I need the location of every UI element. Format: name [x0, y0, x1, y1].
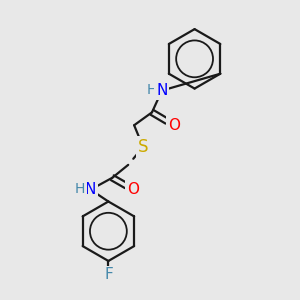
Text: O: O [168, 118, 180, 133]
Text: H: H [147, 82, 157, 97]
Text: O: O [127, 182, 139, 197]
Text: N: N [156, 83, 168, 98]
Text: H: H [74, 182, 85, 196]
Text: N: N [85, 182, 96, 197]
Text: F: F [104, 267, 113, 282]
Text: S: S [138, 138, 148, 156]
